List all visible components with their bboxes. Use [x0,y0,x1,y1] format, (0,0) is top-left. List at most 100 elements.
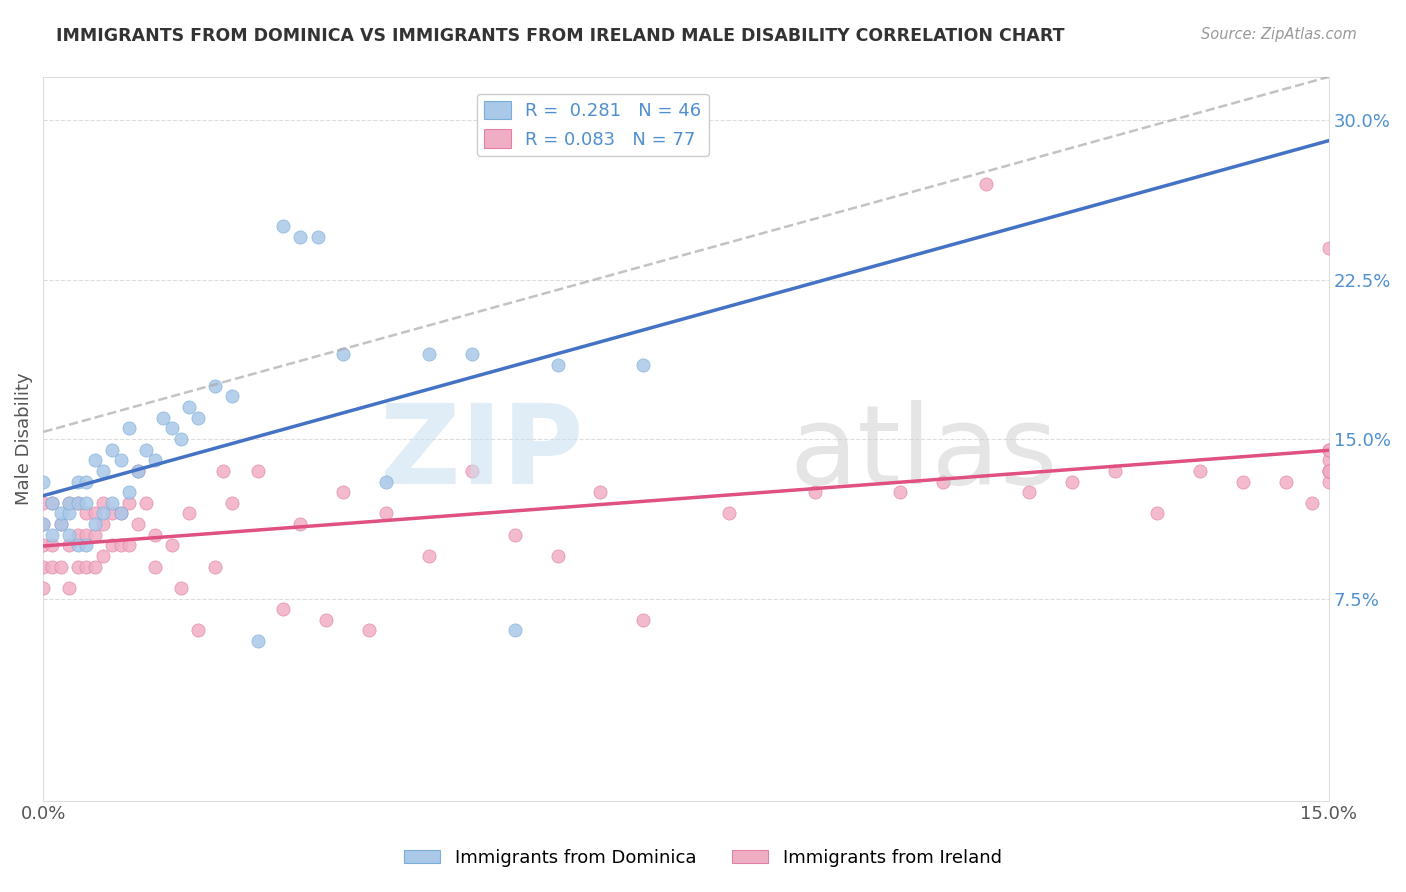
Point [332,485,354,500]
Point [83,527,105,541]
Point [221,496,243,510]
Point [633,358,655,372]
Point [246,634,269,648]
Point [32,496,55,510]
Point [357,624,380,638]
Point [1301,496,1323,510]
Point [290,230,312,244]
Point [32,538,55,552]
Point [418,347,440,361]
Point [1232,475,1254,489]
Point [93,464,115,478]
Point [118,421,141,435]
Point [290,517,312,532]
Point [1018,485,1040,500]
Point [49,517,72,532]
Point [461,464,484,478]
Point [717,507,740,521]
Point [889,485,911,500]
Point [127,517,149,532]
Point [110,507,132,521]
Point [1060,475,1083,489]
Point [547,549,569,563]
Point [273,602,295,616]
Point [1317,442,1340,457]
Point [110,453,132,467]
Point [187,410,209,425]
Point [75,475,97,489]
Point [932,475,955,489]
Point [118,485,141,500]
Point [75,496,97,510]
Point [32,475,55,489]
Point [75,527,97,541]
Point [143,527,166,541]
Text: atlas: atlas [789,400,1057,507]
Point [66,527,89,541]
Point [503,527,526,541]
Point [375,475,398,489]
Point [41,559,63,574]
Point [1104,464,1126,478]
Point [204,379,226,393]
Point [41,538,63,552]
Point [143,559,166,574]
Point [127,464,149,478]
Point [315,613,337,627]
Point [101,496,124,510]
Point [332,347,354,361]
Point [110,538,132,552]
Point [177,400,200,414]
Point [58,538,80,552]
Point [49,507,72,521]
Point [1317,464,1340,478]
Point [32,517,55,532]
Point [41,496,63,510]
Point [101,507,124,521]
Point [101,538,124,552]
Point [83,517,105,532]
Point [1317,241,1340,255]
Point [1317,475,1340,489]
Point [110,507,132,521]
Point [118,538,141,552]
Point [169,432,191,446]
Point [1146,507,1168,521]
Point [66,538,89,552]
Point [160,421,183,435]
Point [75,559,97,574]
Point [135,442,157,457]
Point [66,496,89,510]
Point [547,358,569,372]
Point [221,389,243,403]
Y-axis label: Male Disability: Male Disability [15,373,32,506]
Point [187,624,209,638]
Point [49,517,72,532]
Point [803,485,825,500]
Point [307,230,329,244]
Point [58,527,80,541]
Point [93,496,115,510]
Point [418,549,440,563]
Point [118,496,141,510]
Point [41,496,63,510]
Point [1317,453,1340,467]
Point [66,496,89,510]
Point [212,464,235,478]
Legend: R =  0.281   N = 46, R = 0.083   N = 77: R = 0.281 N = 46, R = 0.083 N = 77 [477,94,709,156]
Point [58,507,80,521]
Point [375,507,398,521]
Point [75,538,97,552]
Point [58,496,80,510]
Point [633,613,655,627]
Point [503,624,526,638]
Point [1189,464,1212,478]
Point [58,581,80,595]
Point [273,219,295,234]
Point [143,453,166,467]
Point [66,475,89,489]
Point [1275,475,1298,489]
Point [93,549,115,563]
Point [589,485,612,500]
Point [177,507,200,521]
